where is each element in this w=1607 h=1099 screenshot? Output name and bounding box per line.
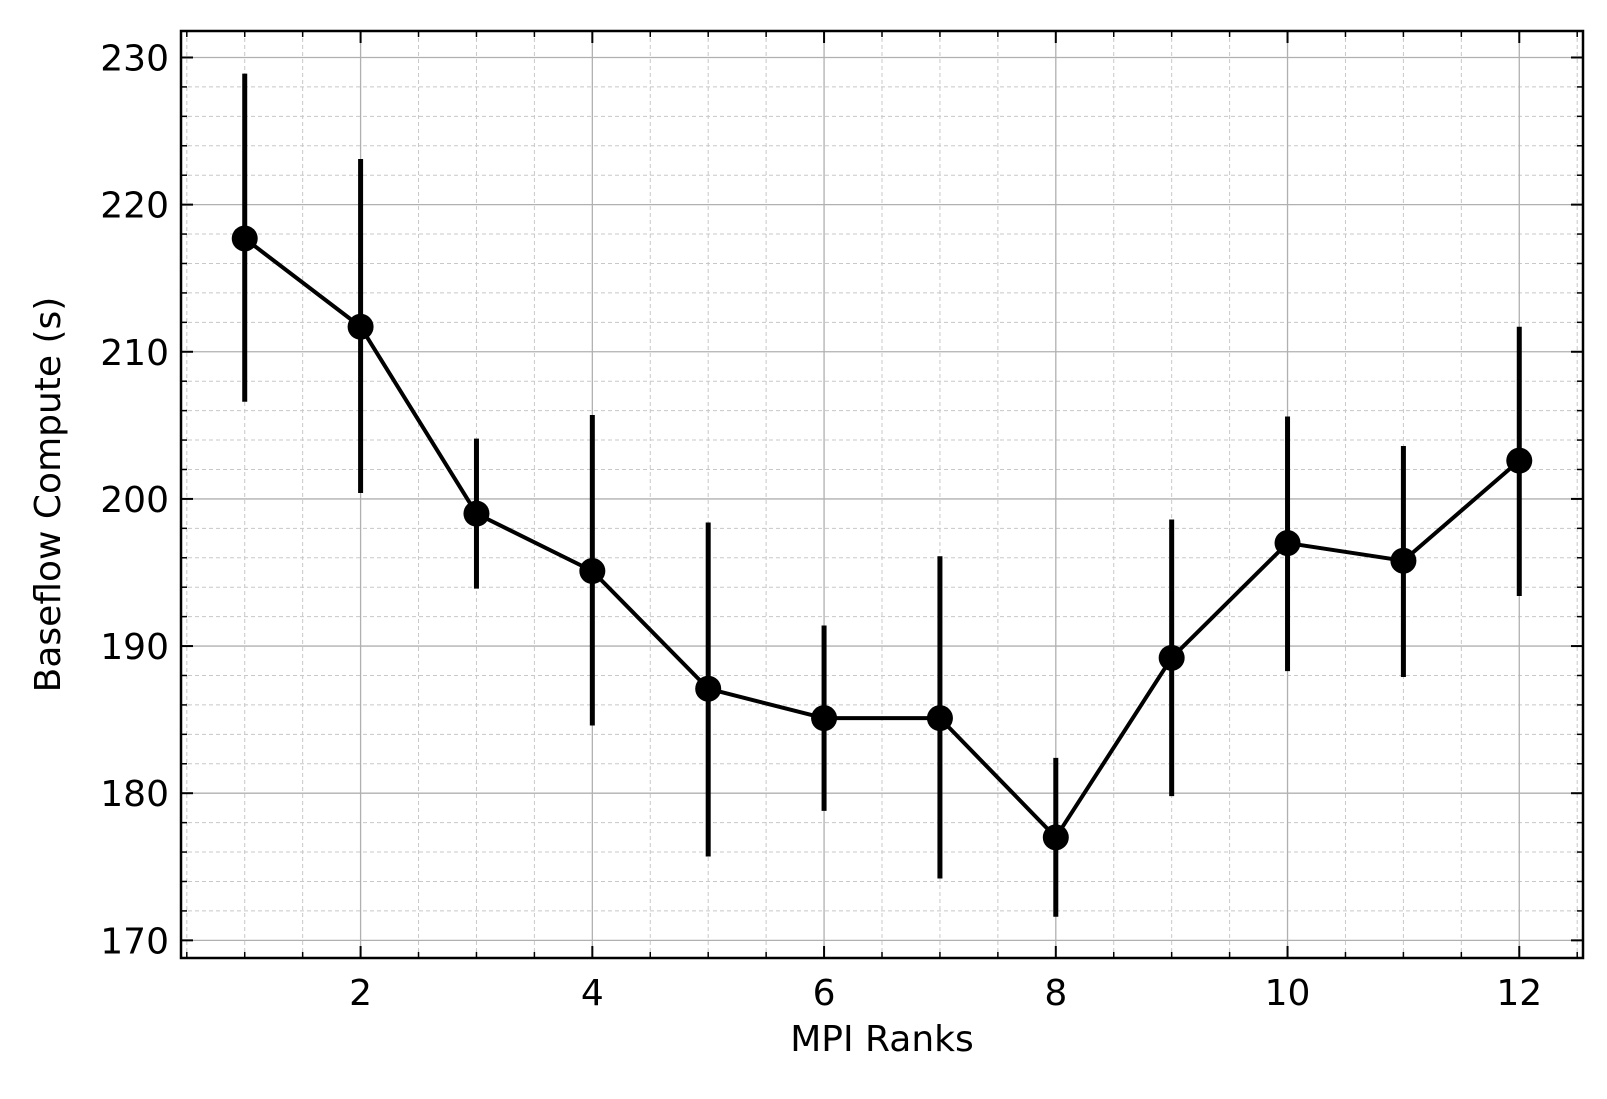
data-point [579, 558, 606, 585]
tick-labels: 2 4 6 8 10 12 170 180 190 200 210 220 230 [100, 38, 1542, 1014]
data-point [463, 500, 490, 527]
x-tick-label: 4 [581, 973, 604, 1014]
x-tick-label: 6 [813, 973, 836, 1014]
data-point [1158, 644, 1185, 671]
data-point [1274, 530, 1301, 557]
y-tick-label: 180 [100, 774, 169, 815]
data-point [926, 705, 953, 732]
y-axis-label: Baseflow Compute (s) [28, 297, 69, 693]
y-tick-label: 230 [100, 38, 169, 79]
data-point [811, 705, 838, 732]
series-line [243, 236, 1521, 840]
x-tick-label: 8 [1044, 973, 1067, 1014]
minor-grid [181, 31, 1583, 958]
data-point [231, 225, 258, 252]
data-point [1506, 447, 1533, 474]
x-tick-label: 10 [1265, 973, 1311, 1014]
y-tick-label: 170 [100, 921, 169, 962]
series-layer [231, 73, 1533, 917]
plot-frame [179, 29, 1585, 960]
y-tick-label: 190 [100, 627, 169, 668]
x-axis-label: MPI Ranks [790, 1019, 974, 1060]
data-point [1390, 547, 1417, 574]
data-point [1042, 824, 1069, 851]
y-tick-label: 210 [100, 333, 169, 374]
y-tick-label: 200 [100, 480, 169, 521]
data-point [695, 675, 722, 702]
x-tick-label: 2 [349, 973, 372, 1014]
data-point [347, 313, 374, 340]
x-tick-label: 12 [1496, 973, 1542, 1014]
y-tick-label: 220 [100, 186, 169, 227]
